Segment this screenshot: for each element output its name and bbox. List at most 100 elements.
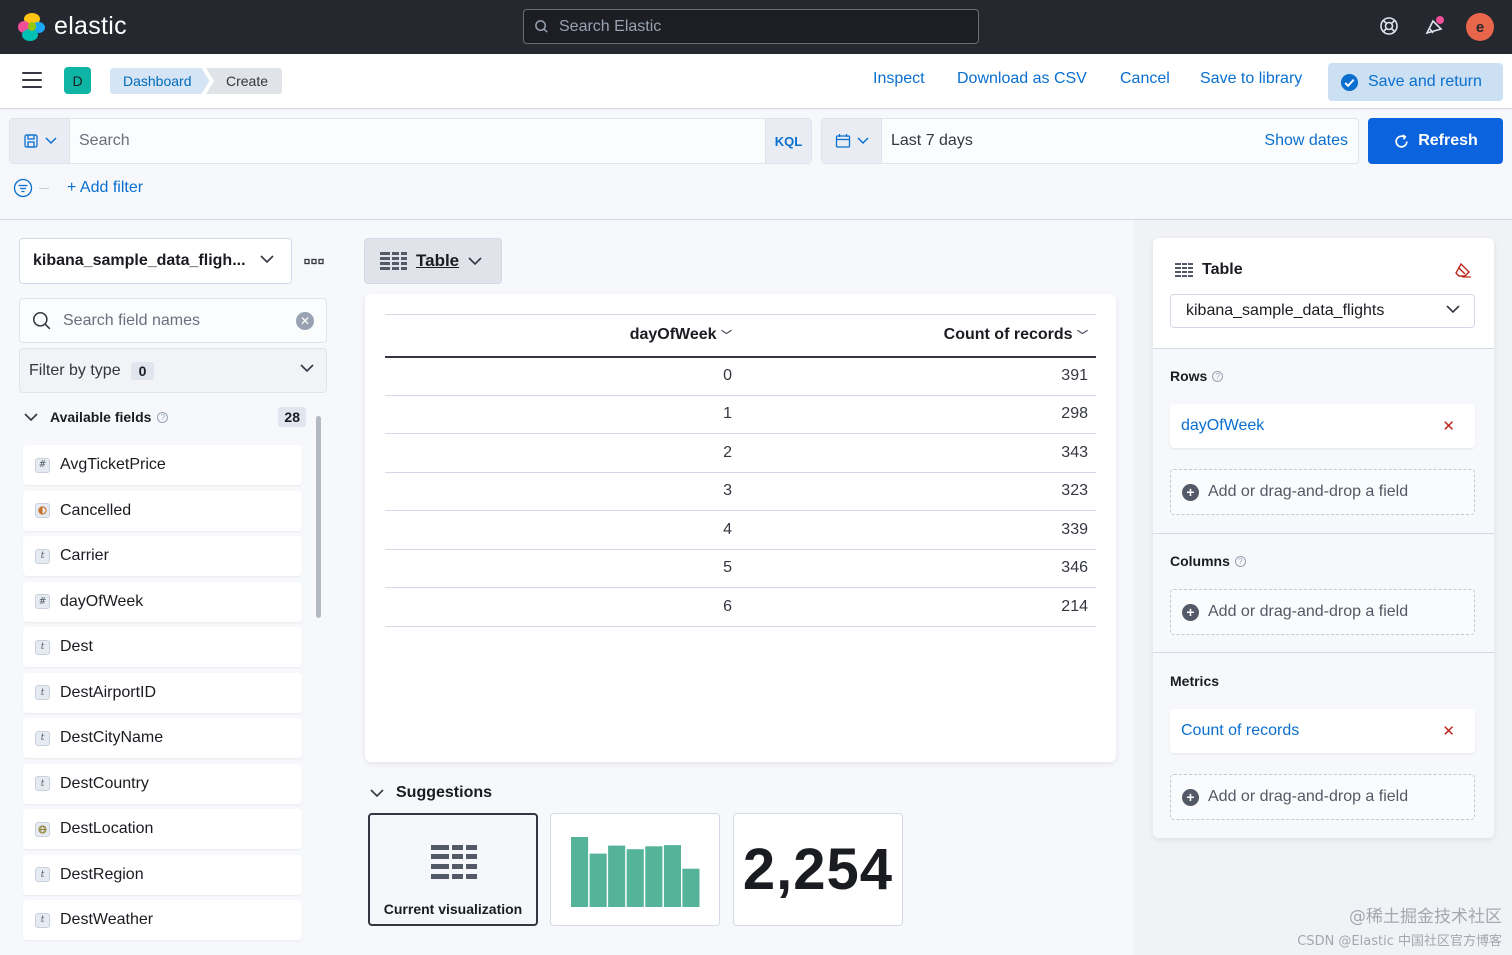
field-name: Cancelled bbox=[60, 501, 132, 519]
kql-language-toggle[interactable]: KQL bbox=[765, 119, 811, 163]
download-csv-link[interactable]: Download as CSV bbox=[957, 70, 1087, 87]
date-picker: Last 7 days Show dates bbox=[821, 118, 1359, 164]
global-search[interactable] bbox=[523, 9, 979, 44]
available-fields-toggle[interactable]: Available fields ? 28 bbox=[24, 407, 306, 427]
rows-add-field[interactable]: + Add or drag-and-drop a field bbox=[1170, 469, 1475, 515]
cancel-link[interactable]: Cancel bbox=[1120, 70, 1170, 87]
string-type-icon: t bbox=[35, 867, 50, 882]
field-item[interactable]: t DestWeather bbox=[23, 900, 302, 940]
save-icon bbox=[23, 134, 38, 148]
field-search-placeholder: Search field names bbox=[63, 311, 200, 329]
field-item[interactable]: t Dest bbox=[23, 627, 302, 667]
chevron-down-icon bbox=[300, 364, 314, 373]
field-list-scrollbar[interactable] bbox=[316, 416, 321, 618]
save-and-return-button[interactable]: Save and return bbox=[1328, 63, 1503, 101]
plus-icon: + bbox=[1182, 603, 1199, 621]
date-range-label[interactable]: Last 7 days bbox=[891, 132, 973, 149]
column-header-dayofweek[interactable]: dayOfWeek ﹀ bbox=[385, 314, 740, 358]
query-input[interactable]: Search bbox=[79, 132, 130, 149]
remove-icon[interactable]: ✕ bbox=[1442, 418, 1455, 435]
mini-bar bbox=[682, 868, 700, 907]
elastic-logo-icon bbox=[18, 12, 46, 41]
layer-index-select[interactable]: kibana_sample_data_flights bbox=[1170, 294, 1475, 328]
global-search-input[interactable] bbox=[559, 17, 959, 36]
string-type-icon: t bbox=[35, 776, 50, 791]
cell-dayofweek: 4 bbox=[385, 510, 740, 550]
suggestion-metric[interactable]: 2,254 bbox=[733, 813, 903, 926]
cell-dayofweek: 0 bbox=[385, 356, 740, 396]
field-item[interactable]: t DestRegion bbox=[23, 854, 302, 895]
check-circle-icon bbox=[1340, 73, 1359, 91]
refresh-button[interactable]: Refresh bbox=[1368, 118, 1503, 164]
suggestions-toggle[interactable]: Suggestions bbox=[370, 784, 492, 802]
field-item[interactable]: Cancelled bbox=[23, 490, 302, 531]
chart-type-switcher[interactable]: Table bbox=[364, 238, 502, 284]
column-header-label: Count of records bbox=[943, 326, 1073, 344]
field-name: DestAirportID bbox=[60, 683, 157, 701]
field-item[interactable]: t DestAirportID bbox=[23, 672, 302, 713]
filter-icon[interactable] bbox=[13, 178, 33, 198]
help-icon[interactable] bbox=[1378, 15, 1400, 37]
field-item[interactable]: # dayOfWeek bbox=[23, 581, 302, 622]
field-name: AvgTicketPrice bbox=[60, 456, 166, 473]
number-type-icon: # bbox=[35, 594, 50, 609]
field-name: DestCountry bbox=[60, 774, 149, 792]
show-dates-link[interactable]: Show dates bbox=[1264, 132, 1348, 149]
suggestion-bar-chart[interactable] bbox=[550, 813, 720, 926]
section-divider bbox=[0, 219, 1512, 220]
mini-bar bbox=[608, 845, 626, 907]
metric-value: 2,254 bbox=[742, 837, 894, 902]
columns-label: Columns ? bbox=[1170, 553, 1246, 569]
elastic-logo[interactable]: elastic bbox=[18, 12, 127, 41]
space-avatar[interactable]: D bbox=[64, 67, 91, 94]
filter-by-type-button[interactable]: Filter by type 0 bbox=[19, 348, 327, 393]
index-pattern-select[interactable]: kibana_sample_data_fligh... bbox=[19, 238, 292, 284]
field-item[interactable]: t DestCountry bbox=[23, 763, 302, 804]
field-search-input[interactable]: Search field names ✕ bbox=[19, 298, 327, 343]
clear-search-icon[interactable]: ✕ bbox=[296, 312, 314, 330]
menu-icon[interactable] bbox=[22, 72, 42, 88]
filter-divider bbox=[39, 187, 49, 189]
metrics-add-field[interactable]: + Add or drag-and-drop a field bbox=[1170, 774, 1475, 820]
more-options-icon[interactable] bbox=[304, 258, 324, 266]
table-row: 4 339 bbox=[385, 510, 1096, 550]
save-to-library-link[interactable]: Save to library bbox=[1200, 70, 1303, 87]
panel-divider bbox=[1153, 652, 1494, 653]
user-avatar[interactable]: e bbox=[1466, 13, 1494, 41]
field-item[interactable]: t DestCityName bbox=[23, 718, 302, 758]
column-header-count[interactable]: Count of records ﹀ bbox=[740, 314, 1096, 358]
metrics-dimension-button[interactable]: Count of records ✕ bbox=[1170, 709, 1475, 753]
cell-count: 323 bbox=[740, 472, 1096, 511]
info-icon[interactable]: ? bbox=[1212, 370, 1224, 382]
save-and-return-label: Save and return bbox=[1368, 73, 1482, 90]
info-icon[interactable]: ? bbox=[157, 411, 169, 423]
remove-icon[interactable]: ✕ bbox=[1442, 723, 1455, 740]
cell-dayofweek: 1 bbox=[385, 395, 740, 434]
suggestion-current[interactable]: Current visualization bbox=[368, 813, 538, 926]
field-item[interactable]: t Carrier bbox=[23, 536, 302, 576]
rows-dimension-button[interactable]: dayOfWeek ✕ bbox=[1170, 404, 1475, 448]
quick-select-button[interactable] bbox=[822, 119, 882, 163]
string-type-icon: t bbox=[35, 912, 50, 928]
brand-name: elastic bbox=[54, 12, 127, 40]
inspect-link[interactable]: Inspect bbox=[873, 70, 925, 87]
eraser-icon[interactable] bbox=[1454, 262, 1472, 278]
breadcrumb-dashboard[interactable]: Dashboard bbox=[110, 68, 210, 94]
filter-row: + Add filter bbox=[13, 178, 143, 198]
cell-count: 214 bbox=[740, 587, 1096, 627]
saved-query-button[interactable] bbox=[10, 119, 70, 163]
refresh-label: Refresh bbox=[1418, 132, 1478, 149]
news-feed-icon[interactable] bbox=[1424, 15, 1446, 37]
add-filter-button[interactable]: + Add filter bbox=[67, 179, 144, 196]
field-name: DestWeather bbox=[60, 911, 154, 928]
rows-dimension-label: dayOfWeek bbox=[1181, 417, 1265, 434]
index-pattern-label: kibana_sample_data_fligh... bbox=[33, 252, 246, 269]
field-name: DestCityName bbox=[60, 729, 164, 746]
field-item[interactable]: # AvgTicketPrice bbox=[23, 445, 302, 485]
field-item[interactable]: DestLocation bbox=[23, 809, 302, 849]
columns-add-field[interactable]: + Add or drag-and-drop a field bbox=[1170, 589, 1475, 635]
geo-type-icon bbox=[35, 821, 50, 837]
chevron-down-icon: ﹀ bbox=[1077, 330, 1088, 343]
info-icon[interactable]: ? bbox=[1234, 555, 1246, 567]
mini-bar bbox=[663, 845, 681, 907]
